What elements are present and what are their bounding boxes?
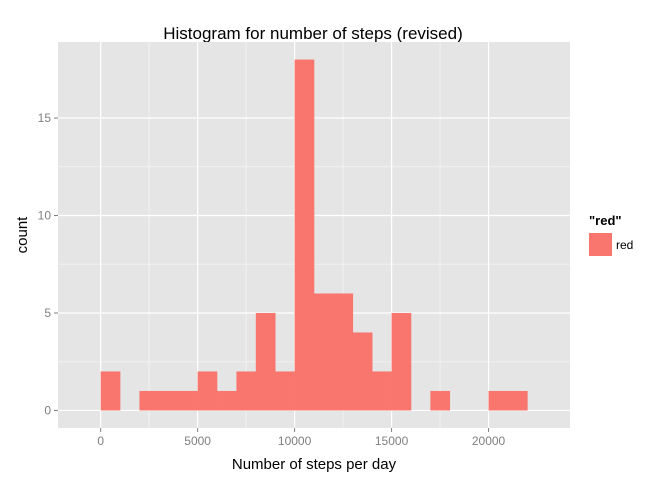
x-tick-label: 0 [97,434,104,448]
legend-label-red: red [616,238,633,252]
histogram-bar [430,390,451,411]
histogram-bar [139,390,160,411]
legend-key-red [589,233,612,256]
histogram-bar [275,371,295,411]
chart-title: Histogram for number of steps (revised) [163,24,463,43]
x-tick-label: 5000 [184,434,211,448]
histogram-bar [488,390,509,411]
histogram-bar [507,390,528,411]
y-tick-label: 0 [44,403,51,417]
x-tick-label: 15000 [375,434,409,448]
y-tick-label: 15 [38,111,52,125]
histogram-bar [314,293,334,411]
x-tick-label: 20000 [472,434,506,448]
histogram-bar [178,390,198,411]
histogram-bars [100,59,528,411]
histogram-bar [372,371,392,411]
legend: "red" red [589,213,633,256]
histogram-bar [158,390,179,411]
histogram-bar [255,312,276,411]
histogram-bar [333,293,354,411]
x-axis-title: Number of steps per day [232,456,397,473]
y-axis-title: count [14,216,31,254]
histogram-bar [391,312,412,411]
histogram-bar [217,390,237,411]
histogram-bar [236,371,257,411]
legend-title: "red" [589,213,622,228]
histogram-bar [352,332,373,411]
histogram-bar [100,371,121,411]
x-tick-label: 10000 [278,434,312,448]
y-tick-label: 5 [44,306,51,320]
histogram-bar [294,59,315,411]
y-axis-ticks: 0 5 10 15 [38,111,58,417]
x-axis-ticks: 0 5000 10000 15000 20000 [97,428,506,448]
y-tick-label: 10 [38,209,52,223]
histogram-bar [197,371,218,411]
